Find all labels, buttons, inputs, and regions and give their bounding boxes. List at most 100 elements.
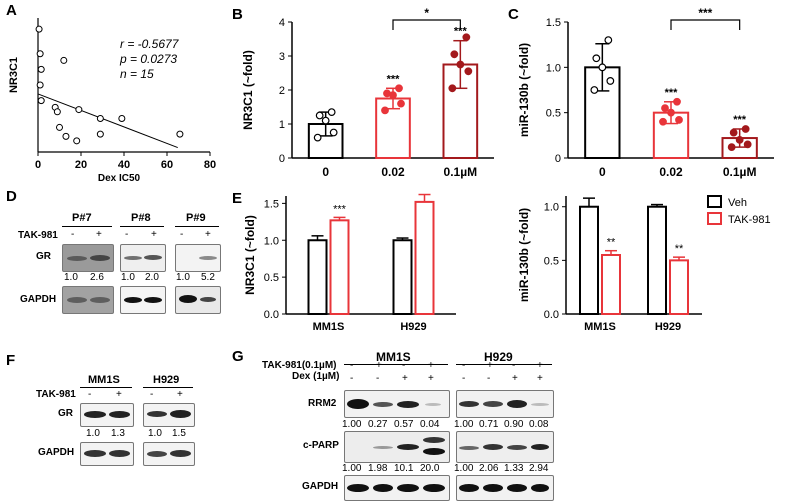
f-sign: +	[116, 389, 122, 400]
y-tick-label: 1.5	[264, 198, 279, 210]
x-tick-label: 0	[35, 159, 41, 171]
x-tick-label: MM1S	[313, 321, 345, 333]
f-sign: -	[150, 389, 154, 400]
legend-label: Veh	[728, 197, 747, 209]
g-rrm2-quant: 1.00	[454, 419, 474, 430]
g-dex-sign: -	[487, 373, 491, 384]
significance-label: ***	[387, 73, 401, 85]
data-point	[727, 143, 736, 152]
data-point	[735, 135, 744, 144]
g-rrm2-quant: 1.00	[342, 419, 362, 430]
f-gapdh-blot-h929	[143, 442, 195, 466]
d-gr-blot-p9	[175, 244, 221, 272]
data-point	[659, 117, 667, 126]
data-point	[661, 104, 669, 113]
stat-text: n = 15	[120, 67, 154, 81]
data-point	[450, 50, 459, 59]
y-tick-label: 4	[279, 17, 285, 29]
g-cparp-quant: 2.94	[529, 463, 549, 474]
g-tak-sign: +	[428, 360, 434, 371]
y-tick-label: 0.5	[264, 272, 279, 284]
data-point	[606, 77, 615, 85]
g-dex-sign: -	[462, 373, 466, 384]
y-tick-label: 1.0	[544, 202, 559, 214]
g-dex-sign: -	[376, 373, 380, 384]
g-dex-sign: +	[428, 373, 434, 384]
scatter-point	[96, 130, 104, 138]
y-tick-label: 2	[279, 85, 285, 97]
x-tick-label: 0.1µM	[723, 165, 757, 179]
panel-letter-g: G	[232, 348, 244, 365]
scatter-point	[75, 106, 83, 114]
g-treatment-dex: Dex (1µM)	[292, 371, 340, 382]
data-point	[383, 89, 391, 98]
x-tick-label: 40	[118, 159, 130, 171]
d-group-title-p8: P#8	[131, 212, 151, 224]
g-cparp-quant: 1.98	[368, 463, 388, 474]
panel-letter-c: C	[508, 6, 519, 23]
f-row-label-gapdh: GAPDH	[38, 447, 75, 458]
data-point	[462, 33, 471, 42]
y-tick-label: 0.0	[544, 309, 559, 321]
d-row-label-gapdh: GAPDH	[20, 294, 57, 305]
panel-letter-f: F	[6, 352, 16, 369]
significance-label: ***	[733, 114, 747, 126]
g-dex-sign: +	[537, 373, 543, 384]
data-point	[675, 116, 683, 124]
bar	[392, 239, 413, 315]
y-tick-label: 0.0	[264, 309, 279, 321]
f-group-title-h929: H929	[153, 374, 180, 386]
d-gr-blot-p7	[62, 244, 114, 272]
x-tick-label: 0.02	[659, 165, 683, 179]
data-point	[729, 128, 738, 137]
data-point	[741, 125, 750, 133]
data-point	[673, 97, 681, 106]
f-gr-quant: 1.0	[148, 428, 162, 439]
y-tick-label: 1.0	[546, 62, 561, 74]
d-group-line-p8	[120, 226, 164, 227]
f-gr-quant: 1.3	[111, 428, 125, 439]
d-sign: +	[96, 229, 102, 240]
bar	[307, 239, 328, 315]
g-dex-sign: +	[512, 373, 518, 384]
y-tick-label: 1.5	[546, 17, 561, 29]
significance-bracket	[392, 19, 461, 30]
scatter-point	[73, 137, 81, 145]
bar	[669, 259, 689, 316]
d-group-line-p9	[175, 226, 219, 227]
significance-label: **	[607, 237, 616, 249]
d-treatment-label: TAK-981	[18, 230, 58, 241]
x-tick-label: 60	[161, 159, 173, 171]
d-gapdh-blot-p9	[175, 286, 221, 314]
g-group-title-mm1s: MM1S	[376, 350, 411, 364]
scatter-point	[37, 65, 45, 73]
significance-label: *	[422, 186, 427, 193]
g-gapdh-blot-mm1s	[344, 475, 450, 501]
g-rrm2-blot-h929	[456, 390, 554, 418]
d-sign: -	[180, 229, 184, 240]
panel-letter-b: B	[232, 6, 243, 23]
f-group-title-mm1s: MM1S	[88, 374, 120, 386]
legend-label: TAK-981	[728, 214, 771, 226]
g-row-label-cparp: c-PARP	[303, 440, 339, 451]
d-sign: +	[205, 229, 211, 240]
data-point	[327, 108, 336, 116]
legend-swatch	[707, 195, 722, 208]
bar	[647, 205, 667, 315]
g-cparp-blot-mm1s	[344, 431, 450, 463]
x-tick-label: 0.02	[381, 165, 405, 179]
scatter-point	[176, 130, 184, 138]
scatter-point	[56, 123, 63, 131]
data-point	[604, 36, 613, 45]
significance-bracket	[670, 19, 741, 30]
scatter-point	[35, 25, 43, 33]
d-sign: +	[151, 229, 157, 240]
g-cparp-quant: 20.0	[420, 463, 440, 474]
chart-e-nr3c1: 0.0 0.5 1.0 1.5 NR3C1 (~fold) *** MM1S * H929	[243, 186, 456, 333]
bracket-label: *	[424, 6, 429, 20]
g-cparp-quant: 1.33	[504, 463, 524, 474]
d-gr-quant: 2.0	[145, 272, 159, 283]
data-point	[315, 111, 324, 120]
bar	[329, 219, 350, 315]
